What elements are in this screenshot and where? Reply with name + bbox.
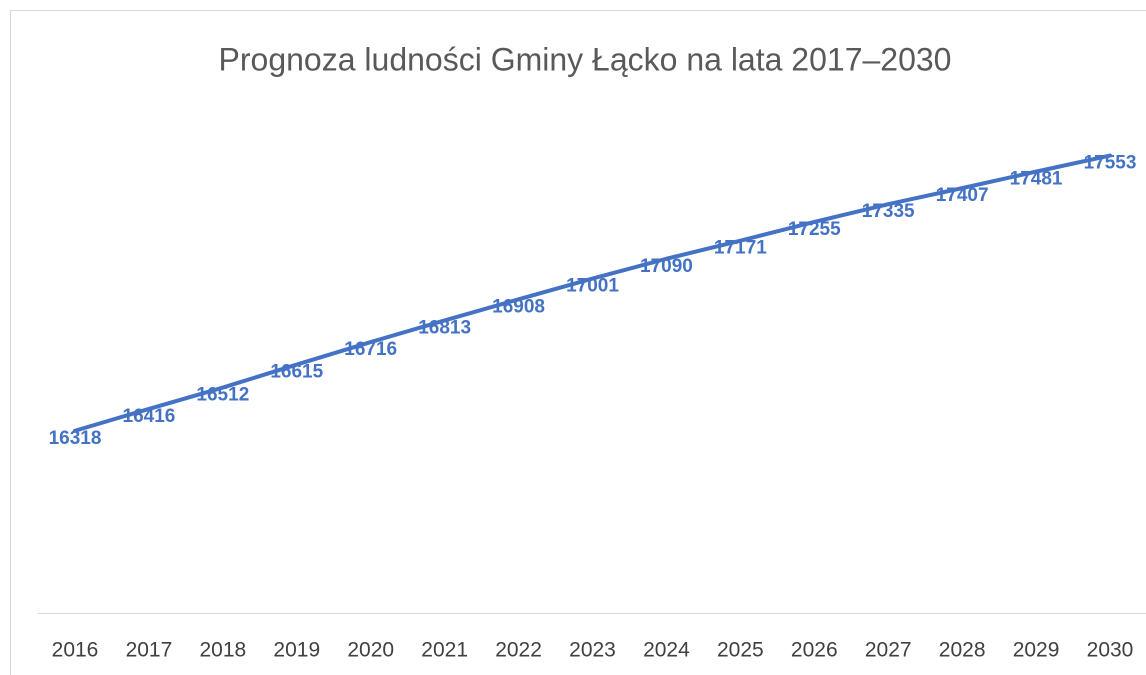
line: [73, 153, 1112, 433]
x-tick-label: 2025: [717, 639, 764, 662]
x-tick-label: 2029: [1013, 639, 1060, 662]
x-tick-label: 2024: [643, 639, 690, 662]
data-label: 16416: [123, 406, 176, 427]
data-label: 17335: [862, 201, 915, 222]
data-label: 17090: [640, 256, 693, 277]
data-label: 16908: [492, 296, 545, 317]
x-tick-label: 2019: [273, 639, 320, 662]
x-tick-label: 2028: [939, 639, 986, 662]
x-tick-label: 2027: [865, 639, 912, 662]
x-tick-label: 2016: [52, 639, 99, 662]
data-label: 17481: [1010, 169, 1063, 190]
x-tick-label: 2017: [126, 639, 173, 662]
data-label: 17255: [788, 219, 841, 240]
data-label: 17171: [714, 238, 767, 259]
data-label: 16512: [196, 385, 249, 406]
x-tick-label: 2030: [1087, 639, 1134, 662]
data-label: 16318: [49, 428, 102, 449]
data-label: 17553: [1084, 153, 1137, 174]
x-tick-label: 2018: [199, 639, 246, 662]
data-label: 16716: [344, 339, 397, 360]
data-label: 17001: [566, 276, 619, 297]
x-tick-label: 2022: [495, 639, 542, 662]
x-tick-label: 2026: [791, 639, 838, 662]
x-tick-label: 2020: [347, 639, 394, 662]
chart-border: [10, 10, 1146, 675]
data-label: 17407: [936, 185, 989, 206]
x-tick-label: 2023: [569, 639, 616, 662]
data-label: 16615: [270, 362, 323, 383]
data-label: 16813: [418, 317, 471, 338]
x-tick-label: 2021: [421, 639, 468, 662]
chart-title: Prognoza ludności Gminy Łącko na lata 20…: [219, 41, 952, 77]
